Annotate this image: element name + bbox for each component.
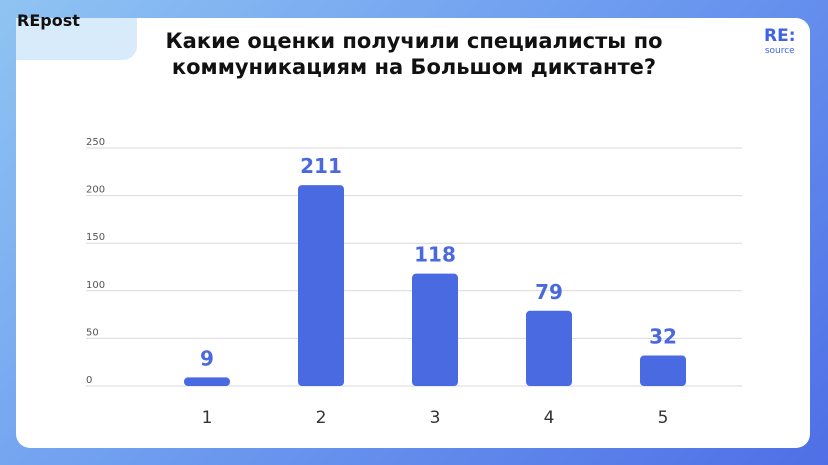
bar-5 [640, 355, 686, 386]
data-label: 211 [300, 154, 342, 178]
bar-4 [526, 310, 572, 386]
y-tick-label: 0 [86, 375, 92, 386]
y-tick-label: 100 [86, 280, 105, 291]
logo-sub-text: source [764, 46, 795, 56]
resource-logo: RE: source [764, 26, 796, 57]
data-label: 79 [535, 280, 563, 304]
chart-title-line-2: коммуникациям на Большом диктанте? [171, 55, 657, 79]
y-tick-label: 200 [86, 185, 105, 196]
x-tick-label: 5 [658, 408, 669, 428]
bar-1 [184, 377, 230, 386]
x-tick-label: 4 [544, 408, 555, 428]
logo-main-text: RE: [764, 26, 796, 46]
chart-title-line-1: Какие оценки получили специалисты по [165, 29, 663, 53]
x-tick-label: 2 [316, 408, 327, 428]
y-tick-label: 50 [86, 327, 99, 338]
chart-title: Какие оценки получили специалисты по ком… [120, 28, 708, 80]
y-tick-label: 250 [86, 137, 105, 148]
bar-2 [298, 185, 344, 386]
x-tick-label: 3 [430, 408, 441, 428]
data-label: 9 [200, 346, 214, 370]
bar-3 [412, 273, 458, 386]
x-tick-label: 1 [202, 408, 213, 428]
repost-label: REpost [17, 11, 80, 30]
data-label: 118 [414, 243, 456, 267]
data-label: 32 [649, 325, 677, 349]
repost-tab [16, 18, 137, 60]
y-tick-label: 150 [86, 232, 105, 243]
